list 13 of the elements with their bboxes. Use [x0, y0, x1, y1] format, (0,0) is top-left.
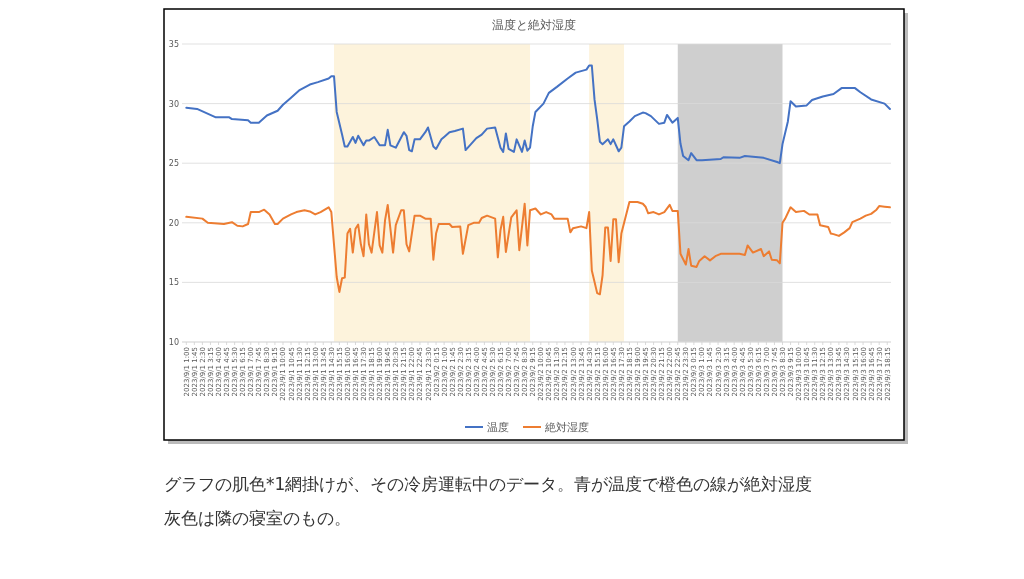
y-tick-label: 15 [168, 278, 179, 288]
legend-label: 絶対湿度 [544, 421, 589, 434]
y-tick-label: 20 [168, 218, 179, 228]
y-tick-label: 25 [168, 159, 179, 169]
chart-title: 温度と絶対湿度 [492, 18, 576, 32]
text: 灰色は隣の寝室のもの。 [164, 507, 352, 530]
y-tick-label: 35 [168, 40, 179, 49]
legend-label: 温度 [487, 421, 509, 434]
y-tick-label: 10 [168, 338, 179, 347]
text: グラフの肌色*1網掛けが、その冷房運転中のデータ。青が温度で橙色の線が絶対湿度 [164, 473, 814, 496]
y-tick-label: 30 [168, 99, 179, 109]
line-series [185, 64, 891, 165]
line-series [185, 200, 891, 296]
